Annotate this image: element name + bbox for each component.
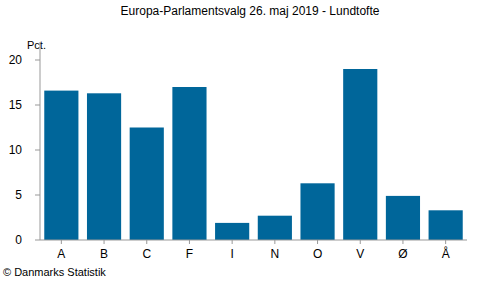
y-tick [35, 240, 40, 241]
x-tick-label: O [313, 247, 322, 261]
x-tick [402, 240, 403, 244]
bar [300, 183, 334, 240]
x-tick-label: A [57, 247, 65, 261]
x-tick-label: Ø [398, 247, 407, 261]
y-tick-label: 0 [15, 233, 22, 247]
y-tick [35, 60, 40, 61]
x-tick-label: N [271, 247, 280, 261]
y-axis-label: Pct. [27, 39, 46, 51]
y-tick-label: 15 [9, 98, 23, 112]
bar [172, 87, 206, 240]
y-tick [35, 105, 40, 106]
bar [429, 210, 463, 240]
x-tick [189, 240, 190, 244]
y-tick [35, 195, 40, 196]
y-tick-label: 20 [9, 53, 23, 67]
x-tick [146, 240, 147, 244]
x-tick-label: B [100, 247, 108, 261]
x-tick [360, 240, 361, 244]
x-tick [274, 240, 275, 244]
x-tick-label: C [142, 247, 151, 261]
title: Europa-Parlamentsvalg 26. maj 2019 - Lun… [121, 4, 380, 18]
bar [130, 128, 164, 241]
x-tick [104, 240, 105, 244]
x-tick-label: F [186, 247, 193, 261]
bar [386, 196, 420, 240]
x-tick-label: V [356, 247, 364, 261]
x-tick-label: I [230, 247, 233, 261]
bar [343, 69, 377, 240]
x-tick [61, 240, 62, 244]
y-axis [40, 42, 41, 240]
y-tick-label: 10 [9, 143, 23, 157]
x-tick [232, 240, 233, 244]
chart: Europa-Parlamentsvalg 26. maj 2019 - Lun… [0, 0, 500, 282]
bar [215, 223, 249, 240]
x-tick [317, 240, 318, 244]
y-tick [35, 150, 40, 151]
bar [258, 216, 292, 240]
bars [44, 69, 462, 240]
bar [87, 93, 121, 240]
source: © Danmarks Statistik [3, 266, 106, 278]
x-tick [445, 240, 446, 244]
bar [44, 91, 78, 240]
y-tick-label: 5 [15, 188, 22, 202]
x-tick-label: Å [442, 246, 450, 261]
